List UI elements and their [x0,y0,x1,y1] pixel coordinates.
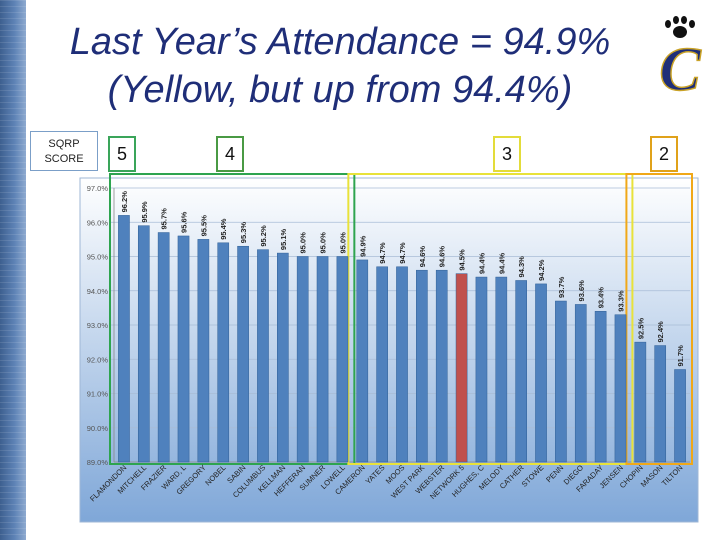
bar [654,345,667,463]
bar [376,266,388,463]
bar [515,280,527,463]
sqrp-label-line-1: SQRP [48,138,80,150]
data-label: 95.0% [299,232,308,254]
sqrp-score-label: SQRP SCORE [30,131,98,171]
data-label: 92.4% [656,321,665,343]
bar [495,276,508,463]
score-box-3: 3 [493,136,521,172]
bar [614,314,627,463]
data-label: 95.0% [319,232,328,254]
data-label: 93.4% [597,287,606,309]
data-label: 95.7% [160,208,169,230]
bar [257,249,269,463]
score-group-boxes [109,173,694,465]
bar [475,276,488,463]
bar [674,369,686,463]
score-box-2: 2 [650,136,678,172]
data-label: 93.3% [616,290,625,312]
data-label: 96.2% [120,191,129,213]
y-tick-label: 96.0% [87,218,109,227]
title-line-2: (Yellow, but up from 94.4%) [107,69,573,111]
y-tick-label: 89.0% [87,458,109,467]
data-label: 95.1% [279,228,288,250]
data-label: 94.4% [497,252,506,274]
y-tick-label: 92.0% [87,355,109,364]
data-label: 95.3% [239,222,248,244]
bar [594,311,607,463]
bar [336,256,349,463]
data-label: 94.2% [537,259,546,281]
data-label: 95.9% [140,201,149,223]
bar [217,242,230,463]
bar [356,259,369,463]
score-box-5: 5 [108,136,136,172]
bar [137,225,150,463]
bar [296,256,309,463]
y-tick-label: 95.0% [87,253,109,262]
data-labels: 96.2% 95.9% 95.7% 95.6% 95.5% 95.4% 95.3% 95.2%… [120,191,685,367]
data-label: 95.4% [219,218,228,240]
score-box-4: 4 [216,136,244,172]
bar [555,300,567,463]
y-tick-label: 94.0% [87,287,109,296]
bar [416,269,428,463]
data-label: 94.6% [418,246,427,268]
chart-bars [118,215,686,463]
logo-letter: C [659,36,701,100]
data-label: 93.6% [577,280,586,302]
bar [177,235,190,463]
data-label: 91.7% [676,345,685,367]
y-tick-label: 93.0% [87,321,109,330]
data-label: 95.5% [199,215,208,237]
bar [634,341,647,463]
decorative-sidebar [0,0,26,540]
data-label: 94.7% [398,242,407,264]
bar [455,273,468,463]
data-label: 94.9% [358,235,367,257]
y-tick-label: 91.0% [87,390,109,399]
y-tick-label: 97.0% [87,184,109,193]
bar [535,283,547,463]
bar [396,266,408,463]
data-label: 92.5% [636,318,645,340]
y-axis-ticks: 89.0% 90.0% 91.0% 92.0% 93.0% 94.0% 95.0% 96.0%… [87,184,109,467]
bar [118,215,130,463]
data-label: 93.7% [557,276,566,298]
bar [435,269,448,463]
bar [277,252,289,463]
title-line-1: Last Year’s Attendance = 94.9% [69,21,611,63]
data-label: 94.5% [458,249,467,271]
data-label: 94.6% [438,246,447,268]
bar [157,232,170,463]
score-group-box-5 [109,173,356,465]
data-label: 94.7% [378,242,387,264]
score-group-box-3 [347,173,634,465]
data-label: 94.4% [477,252,486,274]
score-group-box-2 [625,173,694,465]
y-tick-label: 90.0% [87,424,109,433]
bar [237,245,249,463]
data-label: 95.2% [259,225,268,247]
data-label: 95.0% [338,232,347,254]
bar [574,304,587,463]
data-label: 94.3% [517,256,526,278]
bar [197,239,210,463]
bar [316,256,329,463]
sqrp-label-line-2: SCORE [44,153,84,165]
data-label: 95.6% [180,211,189,233]
school-logo: C [659,16,702,100]
page-title: Last Year’s Attendance = 94.9% (Yellow, … [40,18,640,114]
